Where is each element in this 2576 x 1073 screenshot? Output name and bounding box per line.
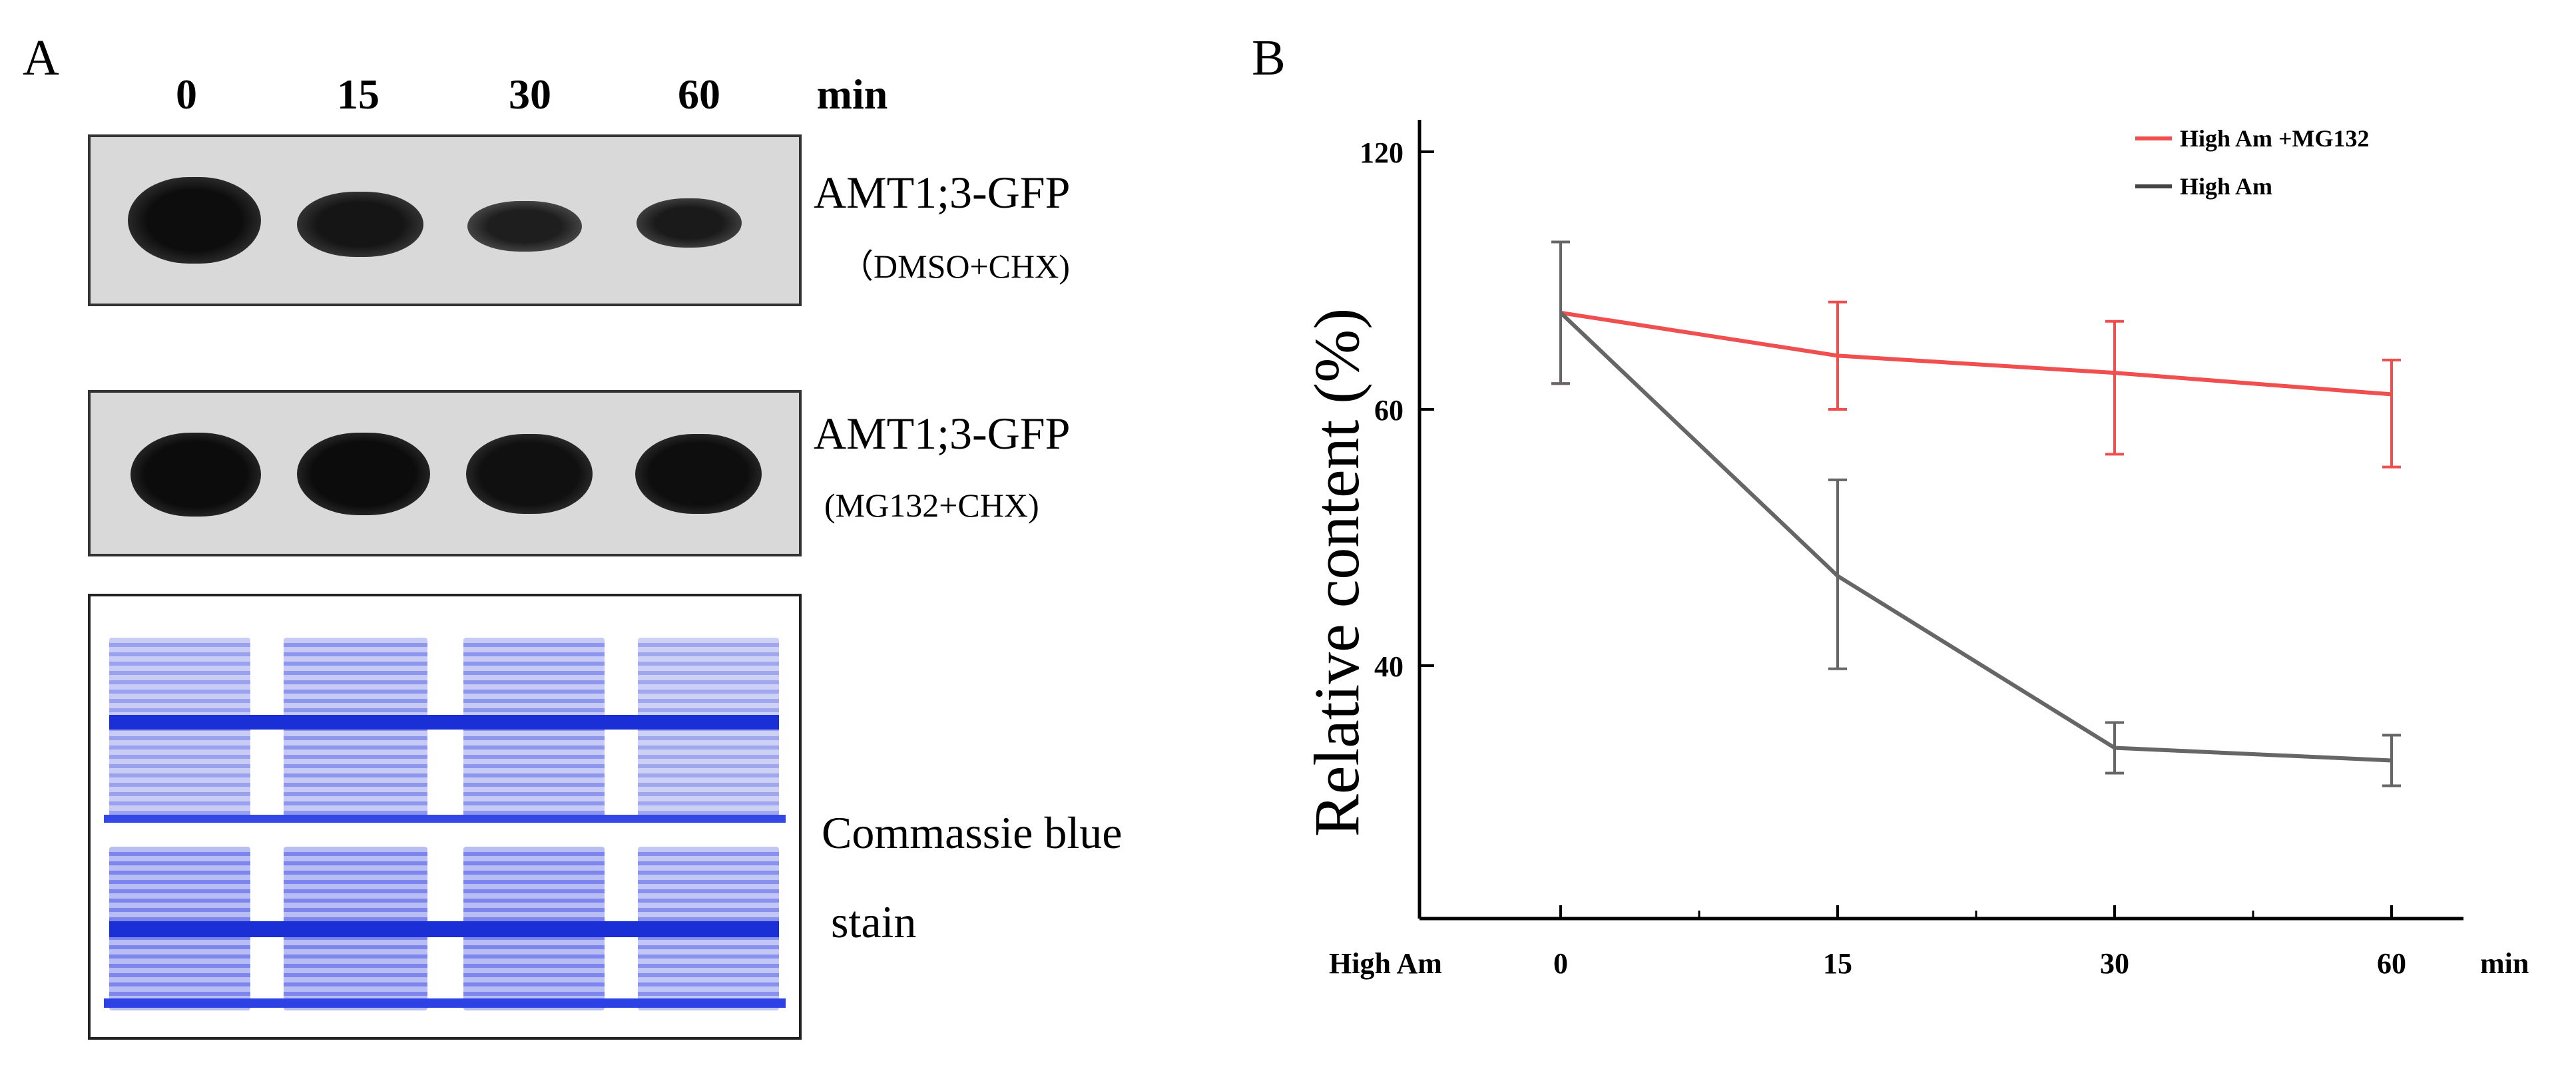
x-tick-label-15: 15 (1823, 947, 1852, 980)
blot1-treatment-label: （DMSO+CHX) (840, 248, 1070, 285)
gel-bottom-front (104, 998, 786, 1008)
y-tick-label-60: 60 (1374, 394, 1404, 427)
stain-label-line1: Commassie blue (822, 807, 1123, 858)
y-tick-label-120: 120 (1360, 136, 1404, 169)
gel-bottom-major-band (109, 921, 779, 937)
x-tick-label-0: 0 (1553, 947, 1568, 980)
lane-label-60: 60 (678, 71, 720, 118)
blot2-protein-label: AMT1;3-GFP (814, 408, 1071, 459)
x-tick-label-60: 60 (2377, 947, 2406, 980)
gel-top-front (104, 815, 786, 823)
band-dmso-30 (467, 201, 582, 252)
x-tick-label-30: 30 (2100, 947, 2129, 980)
lane-label-15: 15 (337, 71, 380, 118)
panel-b-label: B (1252, 30, 1286, 86)
chart-plot-area: 40 60 120 0 15 30 60 (1360, 120, 2463, 980)
gel-top-major-band (109, 715, 779, 730)
blot2-treatment-label: (MG132+CHX) (824, 487, 1039, 524)
panel-a-label: A (23, 30, 59, 86)
band-mg132-15 (297, 433, 430, 515)
y-tick-label-40: 40 (1374, 650, 1404, 683)
legend-label-mg132: High Am +MG132 (2180, 125, 2370, 152)
western-blot-dmso (88, 134, 802, 306)
band-dmso-0 (128, 177, 261, 264)
lane-label-0: 0 (176, 71, 197, 118)
band-dmso-15 (297, 192, 423, 257)
western-blot-mg132 (88, 390, 802, 556)
legend-label-high-am: High Am (2180, 173, 2272, 200)
series-line-high-am (1559, 311, 2392, 763)
y-axis-title: Relative content (%) (1301, 308, 1372, 837)
x-axis-unit-label: min (2480, 947, 2529, 980)
band-mg132-30 (466, 434, 593, 514)
series-line-mg132 (1560, 310, 2392, 397)
blot1-protein-label: AMT1;3-GFP (814, 167, 1071, 218)
time-unit-label: min (816, 71, 888, 118)
band-mg132-0 (130, 433, 261, 517)
x-axis-left-label: High Am (1329, 947, 1442, 980)
lane-label-30: 30 (509, 71, 551, 118)
band-mg132-60 (635, 434, 762, 514)
stain-label-line2: stain (831, 897, 917, 947)
coomassie-gel (88, 594, 802, 1040)
band-dmso-60 (637, 198, 742, 248)
